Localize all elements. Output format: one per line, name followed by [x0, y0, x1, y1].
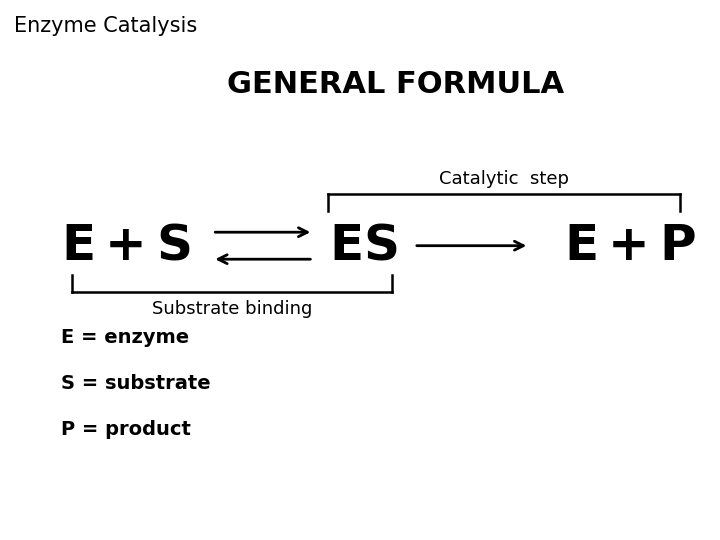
Text: $\mathbf{E + S}$: $\mathbf{E + S}$ [61, 222, 191, 269]
Text: E = enzyme: E = enzyme [61, 328, 189, 347]
Text: Substrate binding: Substrate binding [152, 300, 312, 318]
Text: Catalytic  step: Catalytic step [439, 170, 569, 188]
Text: P = product: P = product [61, 420, 191, 439]
Text: $\mathbf{E + P}$: $\mathbf{E + P}$ [564, 222, 696, 269]
Text: S = substrate: S = substrate [61, 374, 211, 393]
Text: GENERAL FORMULA: GENERAL FORMULA [228, 70, 564, 99]
Text: Enzyme Catalysis: Enzyme Catalysis [14, 16, 198, 36]
Text: $\mathbf{ES}$: $\mathbf{ES}$ [329, 222, 398, 269]
